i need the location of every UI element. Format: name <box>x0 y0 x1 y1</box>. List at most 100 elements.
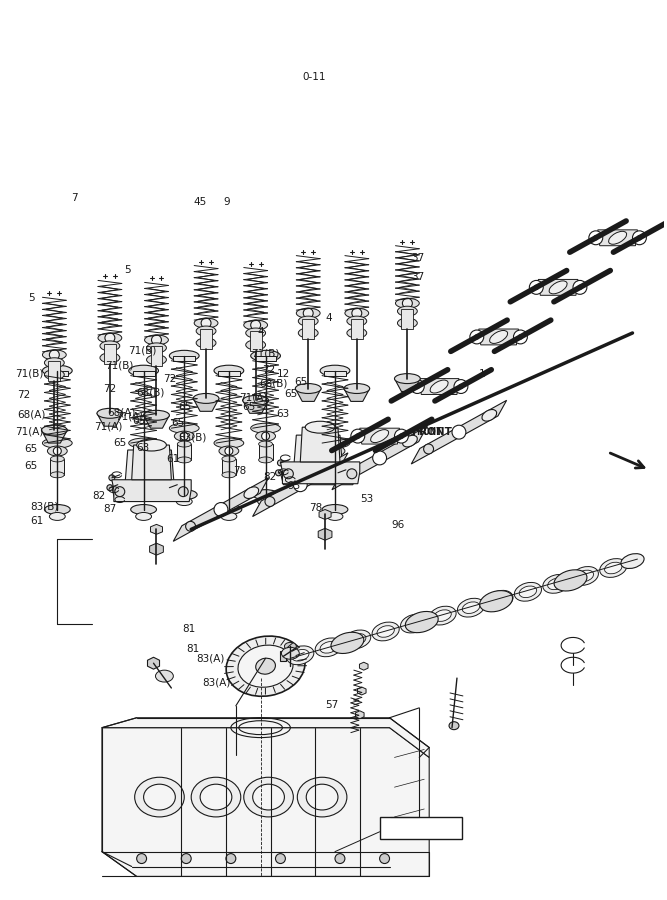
Polygon shape <box>280 472 356 485</box>
Bar <box>51 459 64 475</box>
Polygon shape <box>112 488 187 500</box>
Text: 7: 7 <box>71 194 77 203</box>
Ellipse shape <box>238 645 293 688</box>
Text: 57: 57 <box>325 700 339 710</box>
Circle shape <box>454 380 468 393</box>
Ellipse shape <box>287 646 314 665</box>
Polygon shape <box>360 662 368 670</box>
Text: 72: 72 <box>163 374 176 383</box>
Text: 72: 72 <box>17 390 31 400</box>
Text: 5: 5 <box>28 293 35 303</box>
Bar <box>259 444 273 460</box>
Ellipse shape <box>219 446 239 456</box>
Polygon shape <box>318 528 332 540</box>
Ellipse shape <box>133 446 153 456</box>
Ellipse shape <box>222 456 236 462</box>
Text: 4: 4 <box>325 313 332 323</box>
Ellipse shape <box>458 598 485 617</box>
Circle shape <box>265 497 275 507</box>
Ellipse shape <box>576 571 594 581</box>
Ellipse shape <box>339 475 353 482</box>
Ellipse shape <box>304 429 332 441</box>
Ellipse shape <box>283 475 297 482</box>
Ellipse shape <box>51 456 64 462</box>
Circle shape <box>166 485 172 490</box>
Bar <box>280 652 286 662</box>
Ellipse shape <box>320 642 338 653</box>
Bar <box>302 320 314 339</box>
Bar <box>218 371 240 375</box>
Text: 65: 65 <box>25 444 38 454</box>
Circle shape <box>514 330 528 344</box>
Polygon shape <box>319 509 331 519</box>
Circle shape <box>344 470 354 480</box>
Ellipse shape <box>554 570 587 591</box>
Text: 81: 81 <box>187 644 200 654</box>
Text: 68(A): 68(A) <box>17 410 46 419</box>
Bar <box>137 459 151 475</box>
Ellipse shape <box>155 670 173 682</box>
Bar <box>380 817 462 839</box>
Ellipse shape <box>295 383 321 393</box>
Text: 83(A): 83(A) <box>203 677 231 687</box>
Circle shape <box>107 485 113 490</box>
Ellipse shape <box>543 574 570 593</box>
Polygon shape <box>193 399 219 411</box>
Text: 82: 82 <box>263 472 277 482</box>
Ellipse shape <box>394 374 420 383</box>
Ellipse shape <box>406 617 423 629</box>
Text: 65: 65 <box>133 417 145 427</box>
Circle shape <box>105 333 115 343</box>
Text: 72: 72 <box>103 384 117 394</box>
Ellipse shape <box>403 436 418 447</box>
Circle shape <box>115 487 125 497</box>
Ellipse shape <box>196 338 216 348</box>
Ellipse shape <box>43 365 72 376</box>
Text: 78: 78 <box>309 503 322 513</box>
Text: 72: 72 <box>262 364 275 374</box>
Ellipse shape <box>135 778 184 817</box>
Ellipse shape <box>129 438 159 448</box>
Ellipse shape <box>398 306 418 316</box>
Ellipse shape <box>200 784 232 810</box>
Bar <box>47 371 68 375</box>
Ellipse shape <box>245 340 265 350</box>
Circle shape <box>214 502 228 517</box>
Ellipse shape <box>255 431 275 441</box>
Ellipse shape <box>490 330 508 344</box>
Circle shape <box>181 853 191 863</box>
Ellipse shape <box>604 562 622 574</box>
Text: 65: 65 <box>293 377 307 387</box>
Text: 71(B): 71(B) <box>15 368 43 378</box>
Ellipse shape <box>137 456 151 462</box>
Circle shape <box>277 460 283 466</box>
Ellipse shape <box>323 462 338 473</box>
Ellipse shape <box>608 231 626 244</box>
Ellipse shape <box>320 438 350 448</box>
Bar <box>328 459 342 475</box>
Ellipse shape <box>259 457 273 463</box>
Text: 9: 9 <box>223 197 229 207</box>
Ellipse shape <box>621 554 644 569</box>
Ellipse shape <box>372 622 400 641</box>
Ellipse shape <box>322 505 348 515</box>
Polygon shape <box>295 389 321 401</box>
Ellipse shape <box>328 472 342 478</box>
Ellipse shape <box>137 472 151 478</box>
Ellipse shape <box>171 490 197 500</box>
Circle shape <box>225 447 233 455</box>
Ellipse shape <box>176 498 192 506</box>
Text: 65: 65 <box>25 461 38 471</box>
Text: 37: 37 <box>411 272 424 282</box>
Text: 65: 65 <box>242 402 255 412</box>
Polygon shape <box>293 435 343 472</box>
Polygon shape <box>394 379 420 392</box>
Ellipse shape <box>170 490 184 498</box>
Text: 71(A): 71(A) <box>115 412 143 422</box>
Ellipse shape <box>41 425 67 435</box>
Text: 61: 61 <box>31 517 44 526</box>
Polygon shape <box>143 415 169 428</box>
Ellipse shape <box>259 441 273 447</box>
Circle shape <box>139 447 147 455</box>
Ellipse shape <box>315 638 342 657</box>
